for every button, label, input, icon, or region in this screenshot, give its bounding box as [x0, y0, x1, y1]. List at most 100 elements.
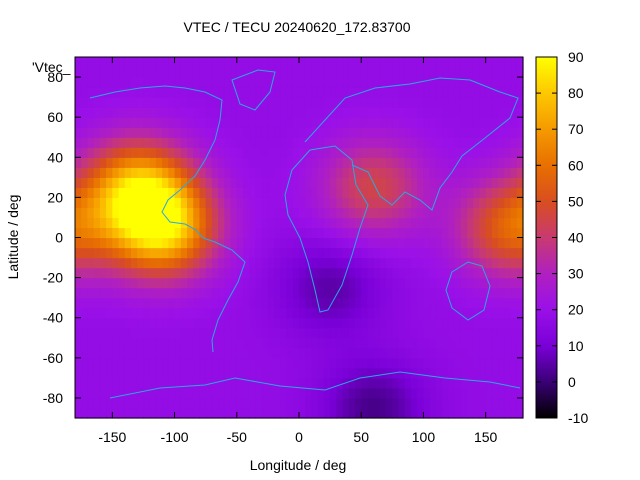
- heatmap-cell: [348, 347, 356, 359]
- heatmap-cell: [429, 177, 437, 188]
- heatmap-cell: [99, 187, 107, 198]
- heatmap-cell: [218, 157, 225, 168]
- heatmap-cell: [467, 167, 474, 178]
- heatmap-cell: [423, 387, 431, 399]
- heatmap-cell: [243, 127, 250, 138]
- heatmap-cell: [299, 377, 306, 389]
- heatmap-cell: [417, 387, 425, 399]
- heatmap-cell: [236, 127, 244, 138]
- heatmap-cell: [379, 377, 387, 389]
- heatmap-cell: [99, 227, 107, 239]
- heatmap-cell: [491, 257, 499, 269]
- heatmap-cell: [317, 87, 325, 98]
- heatmap-cell: [211, 147, 219, 158]
- heatmap-cell: [155, 277, 163, 289]
- heatmap-cell: [81, 137, 89, 148]
- heatmap-cell: [504, 187, 512, 198]
- coastline-antarctica: [109, 371, 521, 399]
- heatmap-cell: [261, 357, 269, 369]
- heatmap-cell: [112, 257, 120, 269]
- heatmap-cell: [187, 147, 194, 158]
- heatmap-cell: [174, 407, 182, 419]
- heatmap-cell: [267, 147, 275, 158]
- heatmap-cell: [348, 67, 356, 78]
- heatmap-cell: [323, 227, 331, 239]
- heatmap-cell: [75, 327, 82, 339]
- coastline-greenland: [231, 69, 276, 111]
- heatmap-cell: [81, 187, 89, 198]
- x-tick-label: -100: [161, 429, 189, 445]
- heatmap-cell: [230, 147, 238, 158]
- heatmap-cell: [442, 237, 449, 249]
- heatmap-cell: [168, 67, 176, 78]
- heatmap-cell: [93, 327, 101, 339]
- heatmap-cell: [99, 357, 107, 369]
- heatmap-cell: [199, 387, 207, 399]
- heatmap-cell: [168, 317, 176, 329]
- heatmap-cell: [118, 67, 126, 78]
- heatmap-cell: [491, 307, 499, 319]
- heatmap-cell: [355, 87, 362, 98]
- heatmap-cell: [423, 67, 431, 78]
- heatmap-cell: [473, 177, 481, 188]
- heatmap-cell: [224, 67, 232, 78]
- heatmap-cell: [411, 277, 418, 289]
- heatmap-cell: [168, 107, 176, 118]
- heatmap-cell: [435, 117, 443, 128]
- heatmap-cell: [81, 327, 89, 339]
- heatmap-cell: [342, 247, 350, 259]
- heatmap-cell: [106, 147, 113, 158]
- heatmap-cell: [93, 237, 101, 249]
- colorbar-tick-label: 60: [568, 157, 584, 173]
- heatmap-cell: [473, 187, 481, 198]
- heatmap-cell: [498, 147, 505, 158]
- heatmap-cell: [361, 57, 369, 68]
- heatmap-cell: [473, 227, 481, 239]
- heatmap-cell: [149, 207, 157, 219]
- heatmap-cell: [174, 337, 182, 349]
- y-tick-label: 40: [47, 149, 63, 165]
- heatmap-cell: [81, 87, 89, 98]
- heatmap-cell: [87, 167, 95, 178]
- heatmap-cell: [218, 207, 225, 219]
- heatmap-cell: [348, 277, 356, 289]
- heatmap-cell: [473, 317, 481, 329]
- heatmap-cell: [355, 67, 362, 78]
- heatmap-cell: [386, 267, 393, 279]
- heatmap-cell: [330, 87, 337, 98]
- heatmap-cell: [330, 117, 337, 128]
- heatmap-cell: [193, 247, 201, 259]
- heatmap-cell: [417, 297, 425, 309]
- heatmap-cell: [174, 247, 182, 259]
- heatmap-cell: [218, 117, 225, 128]
- heatmap-cell: [81, 357, 89, 369]
- heatmap-cell: [187, 307, 194, 319]
- heatmap-cell: [373, 77, 381, 88]
- heatmap-cell: [516, 407, 524, 419]
- heatmap-cell: [137, 87, 145, 98]
- heatmap-cell: [112, 317, 120, 329]
- heatmap-cell: [367, 107, 375, 118]
- heatmap-cell: [99, 377, 107, 389]
- heatmap-cell: [174, 187, 182, 198]
- heatmap-cell: [367, 167, 375, 178]
- heatmap-cell: [404, 127, 412, 138]
- heatmap-cell: [435, 277, 443, 289]
- heatmap-cell: [448, 317, 456, 329]
- heatmap-cell: [516, 387, 524, 399]
- heatmap-cell: [460, 217, 468, 229]
- heatmap-cell: [317, 327, 325, 339]
- heatmap-cell: [510, 277, 518, 289]
- heatmap-cell: [99, 237, 107, 249]
- heatmap-cell: [87, 267, 95, 279]
- heatmap-cell: [392, 267, 400, 279]
- heatmap-cell: [255, 407, 263, 419]
- heatmap-cell: [510, 377, 518, 389]
- heatmap-cell: [143, 187, 151, 198]
- heatmap-cell: [75, 137, 82, 148]
- heatmap-cell: [180, 247, 188, 259]
- heatmap-cell: [479, 377, 487, 389]
- heatmap-cell: [205, 217, 213, 229]
- heatmap-cell: [118, 117, 126, 128]
- heatmap-cell: [236, 97, 244, 108]
